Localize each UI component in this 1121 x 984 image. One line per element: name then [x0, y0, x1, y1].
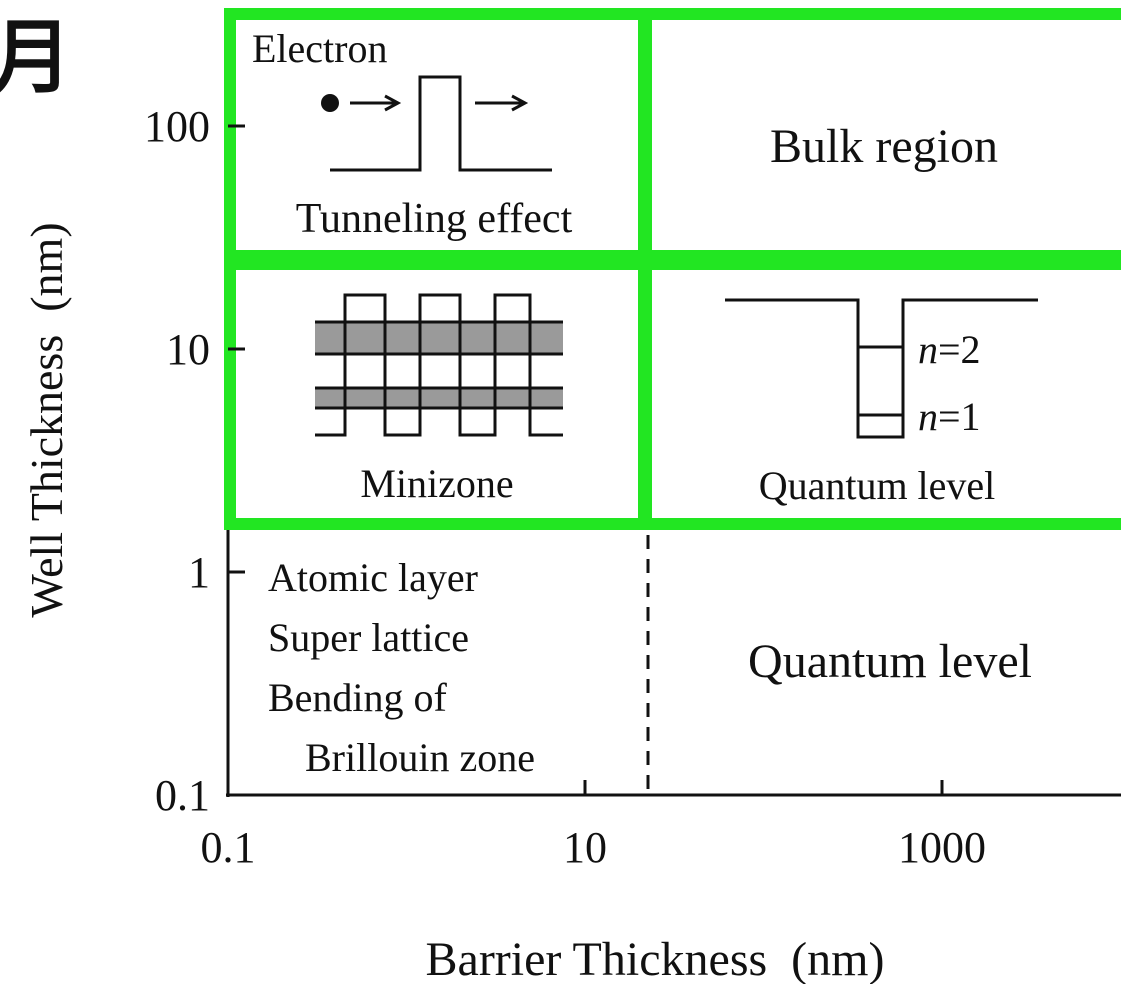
band — [315, 322, 563, 354]
arrow — [350, 94, 402, 112]
electron — [321, 94, 339, 112]
arrow — [475, 94, 529, 112]
corner-fragment: 月 — [0, 11, 72, 104]
y-axis-label: Well Thickness (nm) — [21, 222, 72, 617]
region-label: Tunneling effect — [296, 196, 573, 242]
bulk-box — [640, 8, 1121, 262]
x-tick-label: 1000 — [898, 823, 986, 872]
small-line: Atomic layer — [268, 555, 478, 600]
ticks: 0.1 10 1000 0.1 1 10 100 — [144, 102, 986, 872]
small-line: Bending of — [268, 675, 448, 720]
level-label: n=2 — [918, 327, 981, 372]
y-tick-label: 10 — [166, 325, 210, 374]
barrier — [330, 75, 552, 172]
region-label: Minizone — [360, 461, 513, 506]
quantum-well — [725, 298, 1038, 439]
y-tick-label: 1 — [188, 548, 210, 597]
level-n: n — [918, 394, 938, 439]
small-line: Brillouin zone — [305, 735, 535, 780]
region-label: Bulk region — [770, 120, 998, 173]
x-tick-label: 0.1 — [201, 823, 256, 872]
band — [315, 388, 563, 408]
x-tick-label: 10 — [563, 823, 607, 872]
band-edges — [315, 320, 563, 410]
x-axis-label: Barrier Thickness (nm) — [426, 933, 885, 984]
electron-label: Electron — [252, 26, 388, 71]
level-n: n — [918, 327, 938, 372]
level-label: n=1 — [918, 394, 981, 439]
level-rest: =2 — [938, 327, 981, 372]
quantum-box — [640, 258, 1121, 530]
y-tick-label: 0.1 — [155, 771, 210, 820]
small-line: Super lattice — [268, 615, 469, 660]
level-rest: =1 — [938, 394, 981, 439]
region-label: Quantum level — [759, 463, 996, 508]
region-label: Quantum level — [748, 635, 1032, 688]
y-tick-label: 100 — [144, 102, 210, 151]
superlattice — [315, 293, 563, 437]
